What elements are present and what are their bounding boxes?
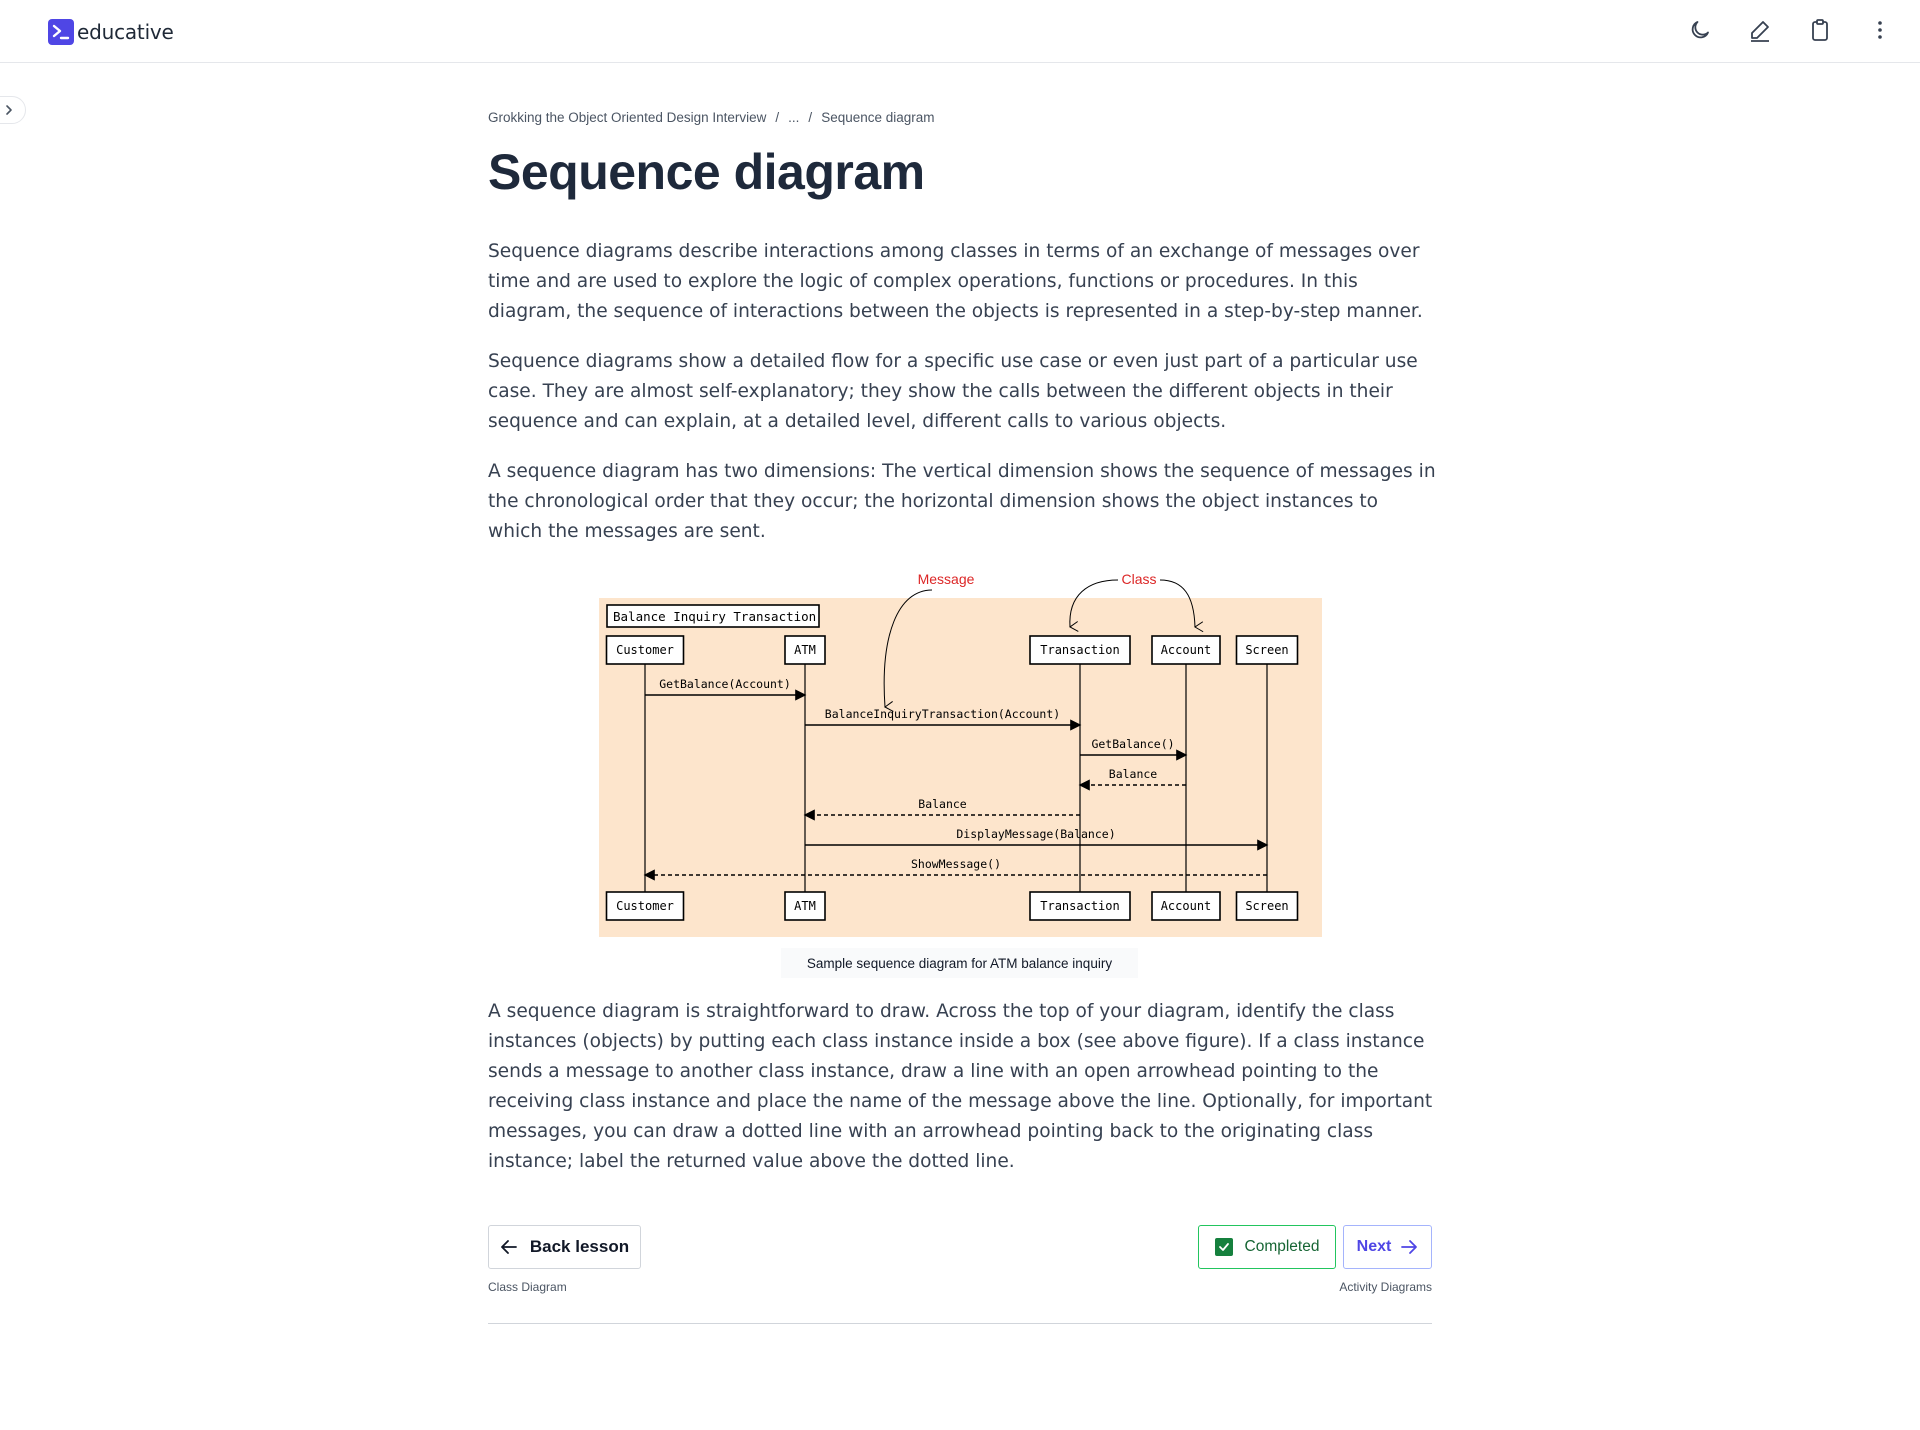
participant-box bbox=[784, 635, 826, 665]
next-lesson-button[interactable]: Next bbox=[1343, 1225, 1432, 1269]
participant-box bbox=[1151, 635, 1221, 665]
figure-caption: Sample sequence diagram for ATM balance … bbox=[781, 948, 1138, 978]
breadcrumb-separator: / bbox=[775, 110, 780, 125]
participant-box bbox=[1235, 635, 1299, 665]
educative-logo[interactable]: educative bbox=[48, 19, 174, 45]
message-label: BalanceInquiryTransaction(Account) bbox=[825, 707, 1060, 721]
participant-label: Account bbox=[1161, 899, 1212, 913]
participant-label: ATM bbox=[794, 643, 816, 657]
divider bbox=[488, 1323, 1432, 1324]
brand-name: educative bbox=[77, 20, 174, 44]
message-label: GetBalance() bbox=[1091, 737, 1174, 751]
more-vertical-icon[interactable] bbox=[1864, 14, 1896, 46]
participant-label: Screen bbox=[1245, 899, 1288, 913]
terminal-logo-icon bbox=[48, 19, 74, 45]
class-annotation: Class bbox=[1121, 571, 1156, 587]
page-title: Sequence diagram bbox=[488, 144, 925, 200]
top-bar: educative bbox=[0, 0, 1920, 63]
participant-label: ATM bbox=[794, 899, 816, 913]
participant-box bbox=[605, 635, 685, 665]
paragraph: Sequence diagrams show a detailed flow f… bbox=[488, 351, 1418, 432]
participant-box bbox=[1029, 635, 1131, 665]
frame-title: Balance Inquiry Transaction bbox=[613, 609, 816, 624]
sidebar-toggle-button[interactable] bbox=[0, 96, 26, 124]
next-lesson-title[interactable]: Activity Diagrams bbox=[1339, 1280, 1432, 1294]
completed-button[interactable]: Completed bbox=[1198, 1225, 1336, 1269]
chevron-right-icon bbox=[6, 105, 12, 115]
class-annotation-arrow bbox=[1159, 579, 1204, 633]
clipboard-icon[interactable] bbox=[1804, 14, 1836, 46]
participant-box bbox=[1151, 891, 1221, 921]
breadcrumb-ellipsis[interactable]: ... bbox=[788, 110, 800, 125]
checkbox-checked-icon bbox=[1214, 1238, 1233, 1256]
pen-icon[interactable] bbox=[1744, 14, 1776, 46]
paragraph: Sequence diagrams describe interactions … bbox=[488, 241, 1423, 322]
message-label: Balance bbox=[1109, 767, 1158, 781]
message-label: DisplayMessage(Balance) bbox=[956, 827, 1115, 841]
message-annotation-arrow bbox=[883, 589, 933, 712]
participant-label: Customer bbox=[616, 643, 674, 657]
back-lesson-label: Back lesson bbox=[529, 1237, 630, 1256]
participant-label: Screen bbox=[1245, 643, 1288, 657]
sequence-diagram: Balance Inquiry Transaction GetBalance(A… bbox=[599, 571, 1322, 937]
sequence-diagram-figure: Balance Inquiry Transaction GetBalance(A… bbox=[488, 565, 1432, 985]
breadcrumb-separator: / bbox=[808, 110, 813, 125]
completed-label: Completed bbox=[1244, 1238, 1320, 1255]
participant-box bbox=[605, 891, 685, 921]
message-label: Balance bbox=[918, 797, 967, 811]
message-label: ShowMessage() bbox=[911, 857, 1001, 871]
participant-label: Account bbox=[1161, 643, 1212, 657]
class-annotation-arrow bbox=[1069, 579, 1119, 632]
breadcrumb: Grokking the Object Oriented Design Inte… bbox=[488, 110, 935, 125]
next-label: Next bbox=[1356, 1238, 1392, 1255]
arrow-left-icon bbox=[500, 1240, 517, 1254]
back-lesson-button[interactable]: Back lesson bbox=[488, 1225, 641, 1269]
participant-box bbox=[1235, 891, 1299, 921]
moon-icon[interactable] bbox=[1684, 14, 1716, 46]
paragraph: A sequence diagram has two dimensions: T… bbox=[488, 461, 1436, 542]
participant-box bbox=[784, 891, 826, 921]
participant-box bbox=[1029, 891, 1131, 921]
frame-title-box bbox=[606, 604, 820, 628]
participant-label: Customer bbox=[616, 899, 674, 913]
participant-label: Transaction bbox=[1040, 899, 1119, 913]
participant-label: Transaction bbox=[1040, 643, 1119, 657]
paragraph: A sequence diagram is straightforward to… bbox=[488, 1001, 1433, 1172]
breadcrumb-course-link[interactable]: Grokking the Object Oriented Design Inte… bbox=[488, 110, 767, 125]
breadcrumb-current: Sequence diagram bbox=[821, 110, 935, 125]
message-label: GetBalance(Account) bbox=[659, 677, 791, 691]
arrow-right-icon bbox=[1401, 1240, 1418, 1254]
previous-lesson-title[interactable]: Class Diagram bbox=[488, 1280, 567, 1294]
message-annotation: Message bbox=[918, 571, 975, 587]
